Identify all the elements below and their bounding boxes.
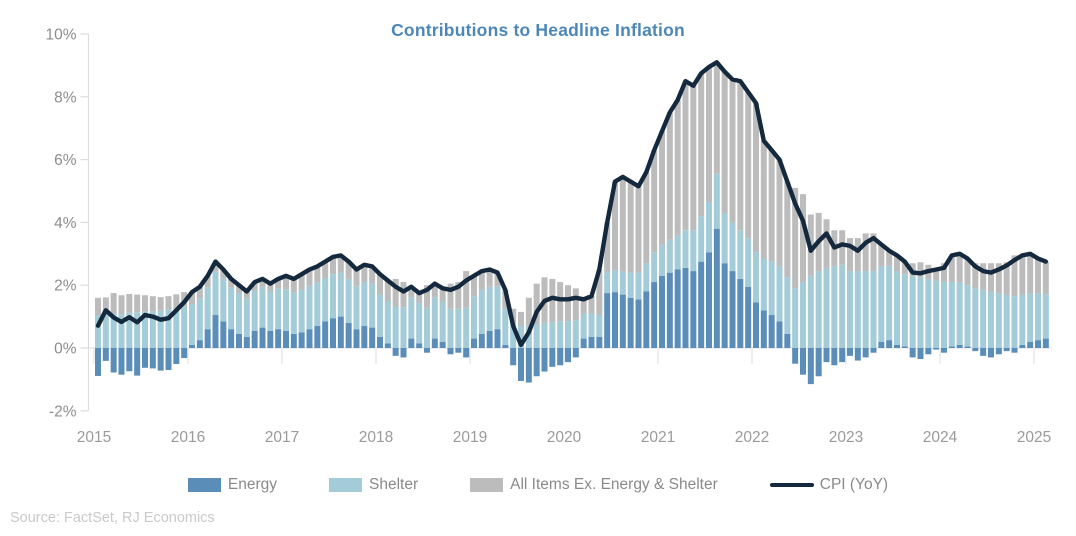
all-items-ex-swatch-icon (470, 478, 504, 492)
cpi-line-swatch-icon (769, 482, 814, 488)
legend-label-energy: Energy (227, 476, 278, 493)
svg-text:2018: 2018 (359, 429, 393, 446)
svg-text:2020: 2020 (547, 429, 582, 446)
energy-bars (95, 228, 1049, 385)
x-axis-labels: 2015 2016 2017 2018 2019 2020 2021 2022 2023 2024… (77, 429, 1051, 446)
shelter-swatch-icon (329, 478, 363, 492)
legend-label-cpi: CPI (YoY) (819, 476, 889, 493)
chart-title: Contributions to Headline Inflation (391, 20, 685, 40)
svg-text:8%: 8% (54, 89, 77, 106)
y-axis-labels: 10% 8% 6% 4% 2% 0% -2% (45, 27, 76, 421)
legend-item-shelter: Shelter (329, 476, 418, 494)
shelter-bars (95, 173, 1049, 348)
svg-text:2021: 2021 (641, 429, 675, 446)
legend-item-energy: Energy (187, 476, 278, 494)
x-axis-ticks (93, 349, 1035, 364)
y-axis (80, 33, 90, 412)
svg-text:2019: 2019 (453, 429, 487, 446)
svg-text:2%: 2% (54, 278, 77, 295)
svg-text:2017: 2017 (265, 429, 299, 446)
svg-text:6%: 6% (54, 152, 77, 169)
svg-text:10%: 10% (45, 27, 76, 44)
legend-label-shelter: Shelter (369, 476, 419, 493)
svg-text:-2%: -2% (49, 403, 77, 420)
svg-text:2016: 2016 (171, 429, 205, 446)
svg-text:2024: 2024 (923, 429, 958, 446)
legend-item-all-items-ex: All Items Ex. Energy & Shelter (470, 476, 718, 494)
cpi-line (95, 60, 1049, 348)
svg-text:2015: 2015 (77, 429, 111, 446)
legend: Energy Shelter All Items Ex. Energy & Sh… (0, 476, 1076, 494)
legend-item-cpi: CPI (YoY) (769, 476, 889, 494)
svg-text:2022: 2022 (735, 429, 769, 446)
svg-text:4%: 4% (54, 215, 77, 232)
legend-label-all-items-ex: All Items Ex. Energy & Shelter (510, 476, 718, 493)
svg-text:2025: 2025 (1017, 429, 1051, 446)
svg-text:0%: 0% (54, 341, 77, 358)
svg-text:2023: 2023 (829, 429, 863, 446)
source-note: Source: FactSet, RJ Economics (10, 510, 215, 526)
energy-swatch-icon (187, 478, 221, 492)
